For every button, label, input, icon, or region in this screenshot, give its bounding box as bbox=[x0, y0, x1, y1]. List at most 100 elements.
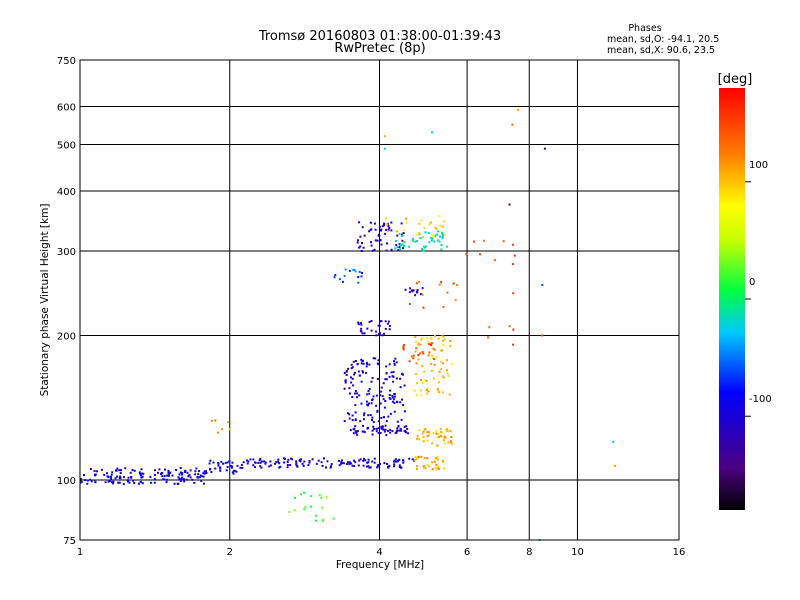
data-point bbox=[438, 240, 441, 243]
data-point bbox=[511, 243, 514, 246]
data-point bbox=[357, 464, 360, 467]
data-point bbox=[417, 455, 420, 458]
data-point bbox=[383, 430, 386, 433]
data-point bbox=[423, 370, 426, 373]
data-point bbox=[415, 290, 418, 293]
data-point bbox=[443, 467, 445, 470]
data-point bbox=[400, 418, 403, 421]
data-point bbox=[354, 411, 357, 414]
data-point bbox=[414, 336, 417, 338]
data-point bbox=[199, 474, 202, 477]
data-point bbox=[451, 442, 453, 445]
data-point bbox=[333, 276, 336, 279]
data-point bbox=[435, 227, 438, 230]
data-point bbox=[493, 259, 496, 262]
data-point bbox=[109, 475, 112, 478]
data-point bbox=[422, 352, 425, 355]
data-point bbox=[436, 239, 439, 242]
data-point bbox=[445, 429, 448, 432]
data-point bbox=[96, 470, 98, 473]
data-point bbox=[414, 350, 417, 353]
data-point bbox=[372, 421, 375, 423]
data-point bbox=[131, 469, 134, 472]
data-point bbox=[431, 237, 434, 240]
y-tick-label: 300 bbox=[57, 247, 76, 258]
data-point bbox=[185, 478, 188, 481]
data-point bbox=[421, 350, 424, 353]
grid bbox=[80, 60, 679, 540]
data-point bbox=[422, 436, 425, 439]
data-point bbox=[441, 375, 444, 378]
data-point bbox=[201, 475, 204, 478]
data-point bbox=[355, 431, 358, 434]
data-point bbox=[388, 375, 391, 378]
data-point bbox=[438, 283, 441, 286]
data-point bbox=[402, 348, 405, 351]
data-point bbox=[360, 275, 363, 278]
data-point bbox=[412, 289, 415, 292]
data-point bbox=[393, 410, 396, 413]
data-point bbox=[426, 439, 429, 442]
data-point bbox=[115, 469, 117, 472]
data-point bbox=[197, 473, 200, 476]
data-point bbox=[363, 412, 366, 415]
y-tick-label: 100 bbox=[57, 476, 76, 487]
data-point bbox=[450, 436, 453, 439]
data-point bbox=[263, 460, 265, 463]
data-point bbox=[370, 329, 373, 332]
data-point bbox=[179, 471, 182, 474]
data-point bbox=[177, 483, 180, 485]
data-point bbox=[433, 363, 436, 366]
data-point bbox=[127, 476, 130, 479]
data-point bbox=[376, 362, 379, 365]
data-point bbox=[354, 360, 357, 362]
data-point bbox=[382, 398, 385, 401]
data-point bbox=[162, 478, 165, 481]
data-point bbox=[370, 320, 373, 322]
data-point bbox=[425, 380, 428, 383]
data-point bbox=[391, 430, 394, 433]
data-point bbox=[436, 467, 439, 470]
data-point bbox=[415, 394, 418, 397]
data-point bbox=[325, 496, 328, 499]
data-point bbox=[401, 239, 404, 242]
data-point bbox=[394, 458, 397, 461]
data-point bbox=[431, 342, 434, 345]
data-point bbox=[361, 242, 363, 245]
data-point bbox=[387, 415, 390, 418]
data-point bbox=[511, 123, 514, 126]
data-point bbox=[116, 475, 119, 478]
data-point bbox=[318, 494, 321, 497]
data-point bbox=[352, 428, 355, 431]
data-point bbox=[426, 341, 429, 344]
data-point bbox=[384, 400, 387, 402]
data-point bbox=[389, 389, 392, 392]
data-point bbox=[488, 326, 491, 329]
data-point bbox=[321, 506, 324, 509]
data-point bbox=[361, 370, 364, 373]
data-point bbox=[208, 462, 211, 465]
data-point bbox=[373, 461, 376, 464]
data-point bbox=[222, 462, 225, 465]
x-tick-label: 6 bbox=[464, 547, 470, 558]
data-point bbox=[428, 343, 431, 346]
data-point bbox=[381, 225, 384, 228]
data-point bbox=[398, 243, 401, 246]
data-point bbox=[252, 458, 255, 461]
data-point bbox=[448, 393, 451, 396]
data-point bbox=[163, 475, 166, 478]
data-point bbox=[254, 466, 256, 469]
data-point bbox=[541, 283, 544, 286]
data-point bbox=[315, 462, 318, 465]
data-point bbox=[348, 463, 351, 466]
data-point bbox=[512, 292, 515, 295]
data-point bbox=[347, 461, 349, 464]
data-point bbox=[193, 481, 196, 484]
data-point bbox=[397, 459, 400, 462]
data-point bbox=[378, 225, 381, 228]
data-point bbox=[338, 278, 341, 281]
data-point bbox=[141, 472, 143, 475]
data-point bbox=[187, 475, 190, 478]
x-tick-label: 4 bbox=[376, 547, 382, 558]
data-point bbox=[373, 457, 376, 460]
